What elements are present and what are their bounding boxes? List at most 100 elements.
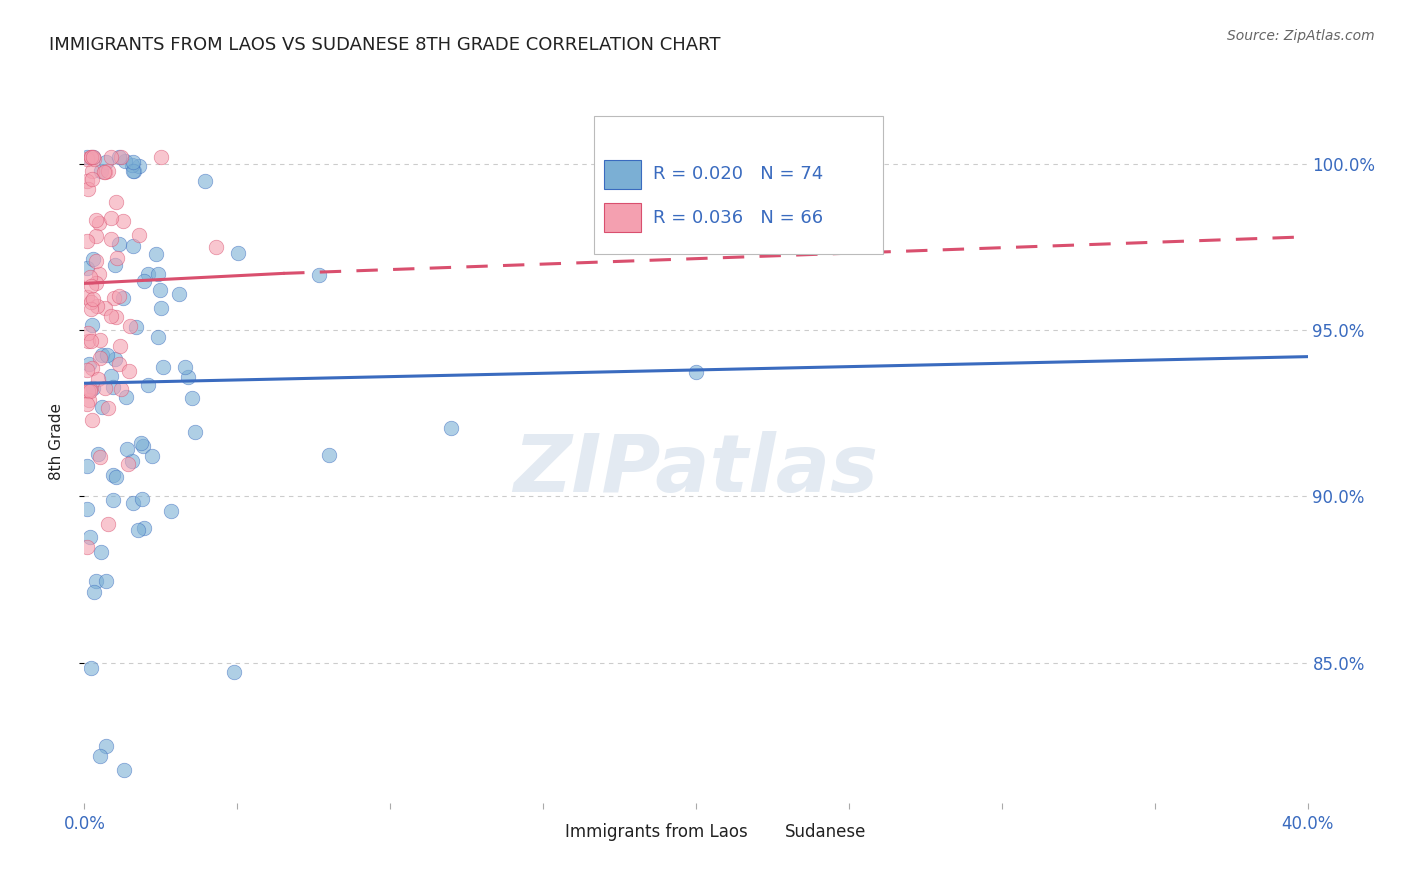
Point [177, 370, 200, 384]
Point [122, 239, 145, 253]
Point [84, 276, 107, 290]
Point [107, 150, 129, 164]
Point [121, 154, 143, 169]
Point [128, 227, 150, 242]
FancyBboxPatch shape [595, 117, 883, 253]
Text: Source: ZipAtlas.com: Source: ZipAtlas.com [1227, 29, 1375, 43]
Point [101, 493, 124, 508]
Point [105, 470, 128, 484]
Point [100, 309, 122, 323]
Point [104, 351, 127, 366]
Point [76, 541, 98, 555]
Point [108, 236, 131, 251]
Point [87, 447, 110, 461]
Point [122, 496, 145, 510]
Point [184, 425, 207, 439]
Point [110, 339, 132, 353]
Point [121, 157, 143, 171]
Text: Immigrants from Laos: Immigrants from Laos [565, 822, 748, 840]
Point [132, 439, 155, 453]
FancyBboxPatch shape [745, 821, 776, 843]
Point [160, 504, 183, 518]
Point [76, 234, 98, 248]
Point [79, 382, 101, 396]
Point [115, 390, 138, 404]
Point [118, 364, 141, 378]
Point [174, 360, 197, 375]
FancyBboxPatch shape [524, 821, 555, 843]
Point [108, 288, 131, 302]
Point [127, 523, 149, 537]
Point [80, 360, 103, 375]
Point [100, 232, 122, 246]
Point [148, 267, 170, 281]
Point [84, 213, 107, 227]
Point [318, 448, 340, 462]
Text: Sudanese: Sudanese [786, 822, 866, 840]
Point [89, 334, 111, 348]
Point [180, 391, 202, 405]
Point [90, 163, 112, 178]
Point [80, 172, 103, 186]
Point [149, 150, 172, 164]
Point [440, 421, 463, 435]
Point [90, 544, 112, 558]
Point [141, 450, 163, 464]
Point [79, 150, 101, 164]
Point [86, 300, 108, 314]
Text: R = 0.036   N = 66: R = 0.036 N = 66 [654, 209, 824, 227]
Point [131, 491, 153, 506]
Point [167, 287, 190, 301]
Point [97, 517, 120, 532]
Point [100, 211, 122, 226]
Point [80, 301, 103, 316]
Point [114, 153, 136, 168]
Point [222, 665, 245, 679]
Text: IMMIGRANTS FROM LAOS VS SUDANESE 8TH GRADE CORRELATION CHART: IMMIGRANTS FROM LAOS VS SUDANESE 8TH GRA… [49, 36, 721, 54]
Point [94, 574, 117, 589]
Point [134, 274, 156, 288]
Point [111, 291, 134, 305]
Point [100, 150, 122, 164]
Point [94, 301, 117, 315]
Point [80, 334, 103, 349]
Point [104, 258, 127, 272]
Point [108, 358, 131, 372]
Point [79, 269, 101, 284]
Point [84, 229, 107, 244]
Point [103, 467, 125, 482]
Point [122, 164, 145, 178]
Point [121, 454, 143, 468]
Point [112, 763, 135, 777]
Point [89, 450, 111, 464]
Point [80, 318, 103, 333]
Point [117, 442, 139, 457]
Point [89, 351, 111, 365]
Point [79, 530, 101, 544]
Point [76, 384, 98, 399]
Point [134, 521, 156, 535]
Point [110, 150, 132, 164]
Point [104, 194, 127, 209]
Point [82, 292, 104, 306]
Y-axis label: 8th Grade: 8th Grade [49, 403, 63, 480]
Point [80, 150, 103, 164]
Text: R = 0.020   N = 74: R = 0.020 N = 74 [654, 165, 824, 183]
Point [90, 401, 112, 415]
Point [105, 252, 128, 266]
Point [136, 267, 159, 281]
Point [97, 164, 120, 178]
Point [79, 295, 101, 310]
Point [204, 240, 226, 254]
Point [226, 246, 249, 260]
Point [308, 268, 330, 282]
Point [120, 319, 142, 334]
Point [76, 502, 98, 516]
Point [76, 153, 98, 167]
Point [76, 458, 98, 473]
Point [87, 267, 110, 281]
Point [83, 152, 105, 166]
Point [87, 372, 110, 386]
Point [685, 365, 707, 379]
Point [76, 397, 98, 411]
